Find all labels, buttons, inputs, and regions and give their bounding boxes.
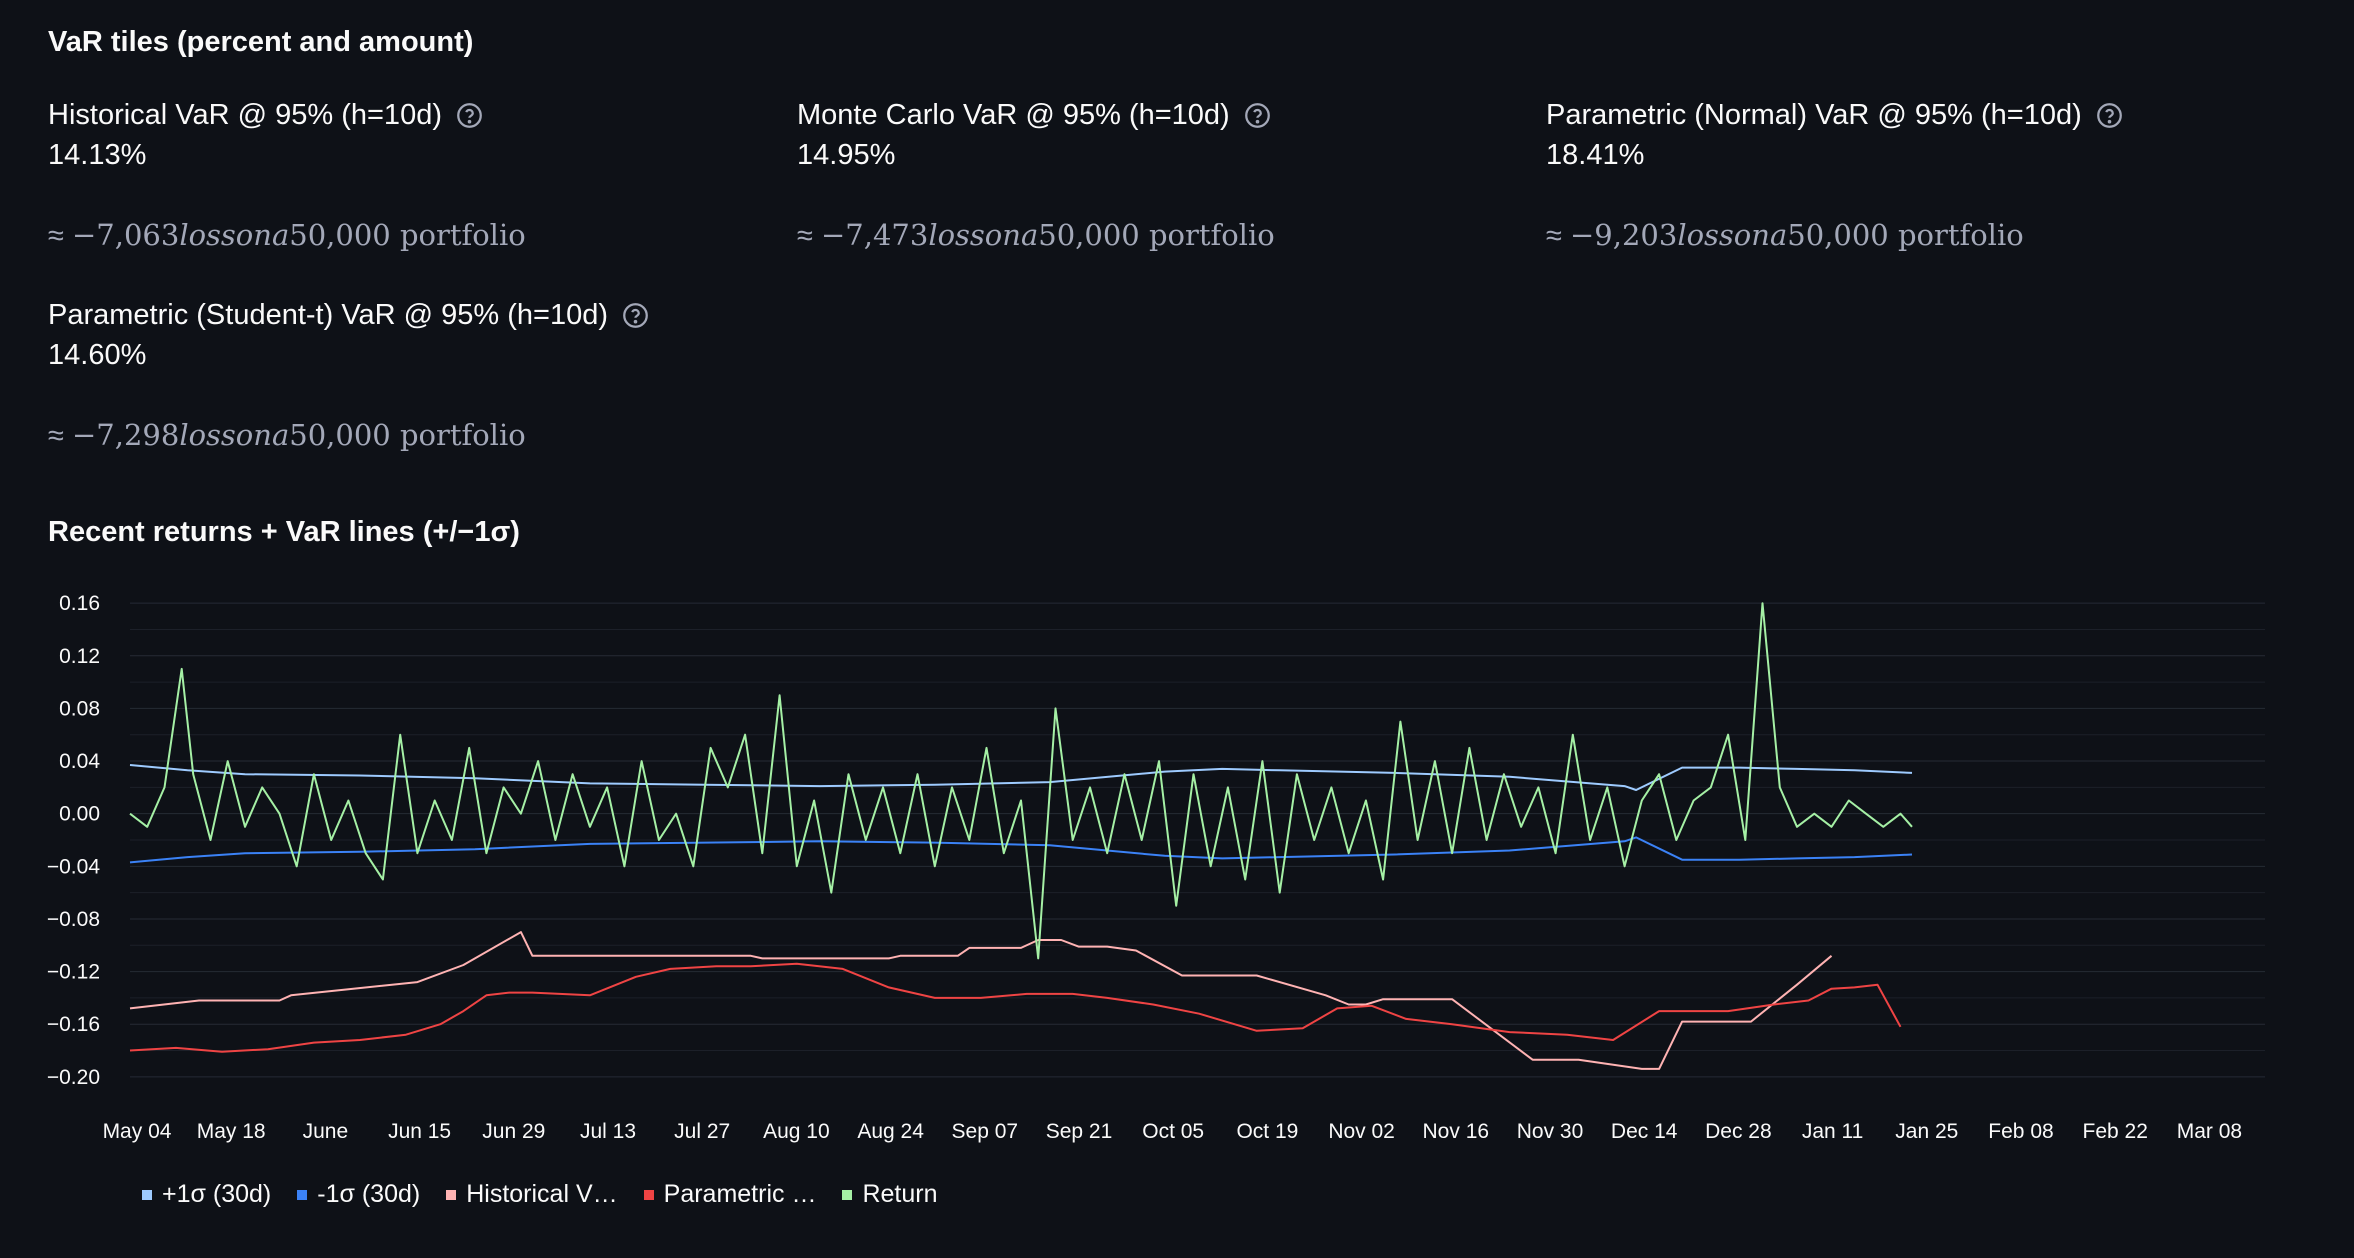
x-tick-label: Mar 08 [2177, 1120, 2242, 1143]
tile-value: 14.60% [48, 339, 147, 371]
var-tile-parametric-normal: Parametric (Normal) VaR @ 95% (h=10d) 18… [1546, 96, 2266, 255]
y-tick-label: −0.20 [47, 1066, 100, 1089]
y-tick-label: −0.12 [47, 961, 100, 984]
x-tick-label: Nov 16 [1423, 1120, 1490, 1143]
legend-item[interactable]: +1σ (30d) [142, 1180, 271, 1209]
y-tick-label: 0.12 [59, 645, 100, 668]
legend-swatch [142, 1189, 152, 1200]
x-tick-label: Feb 22 [2083, 1120, 2148, 1143]
tile-label: Parametric (Student-t) VaR @ 95% (h=10d) [48, 299, 608, 331]
legend-item[interactable]: Historical V… [446, 1180, 618, 1209]
tile-caption: ≈ −7,473lossona50,000 portfolio [797, 218, 1275, 252]
series-line-historical-var [129, 931, 1833, 1070]
x-tick-label: June [303, 1120, 349, 1143]
tile-value: 18.41% [1546, 139, 1645, 171]
x-tick-label: May 04 [103, 1120, 172, 1143]
x-tick-label: Dec 14 [1611, 1120, 1678, 1143]
tile-caption: ≈ −9,203lossona50,000 portfolio [1546, 218, 2024, 252]
y-tick-label: 0.04 [59, 750, 100, 773]
x-tick-label: Jun 29 [482, 1120, 545, 1143]
x-tick-label: Nov 30 [1517, 1120, 1584, 1143]
legend-swatch [842, 1189, 853, 1200]
legend-swatch [297, 1189, 308, 1200]
help-circle-icon[interactable] [2096, 102, 2123, 129]
tile-value: 14.13% [48, 139, 147, 171]
tile-label: Parametric (Normal) VaR @ 95% (h=10d) [1546, 99, 2082, 131]
x-tick-label: Sep 07 [952, 1120, 1019, 1143]
x-tick-label: Aug 10 [763, 1120, 830, 1143]
chart-legend[interactable]: +1σ (30d) -1σ (30d) Historical V… Parametri… [142, 1180, 938, 1209]
x-tick-label: Oct 05 [1142, 1120, 1204, 1143]
y-tick-label: 0.00 [59, 803, 100, 826]
legend-label: Return [862, 1180, 938, 1208]
help-circle-icon[interactable] [1244, 102, 1271, 129]
y-tick-label: −0.16 [47, 1013, 100, 1036]
x-tick-label: Nov 02 [1328, 1120, 1395, 1143]
x-tick-label: Aug 24 [857, 1120, 924, 1143]
series-line-return [129, 602, 1913, 960]
chart-section-title: Recent returns + VaR lines (+/−1σ) [48, 516, 520, 548]
tile-value: 14.95% [797, 139, 896, 171]
returns-var-chart[interactable]: 0.16 0.12 0.08 0.04 0.00 −0.04 −0.08 −0.12 −0.16… [0, 570, 2354, 1170]
legend-swatch [446, 1189, 457, 1200]
series-line--1-30d- [129, 836, 1913, 864]
series-line-parametric-var [129, 962, 1902, 1053]
tiles-section-title: VaR tiles (percent and amount) [48, 26, 474, 58]
legend-label: -1σ (30d) [317, 1180, 421, 1208]
x-tick-label: Dec 28 [1705, 1120, 1772, 1143]
x-tick-label: Jul 27 [674, 1120, 730, 1143]
x-tick-label: Oct 19 [1236, 1120, 1298, 1143]
x-tick-label: Jan 11 [1802, 1120, 1864, 1143]
x-tick-label: May 18 [197, 1120, 266, 1143]
tile-label: Monte Carlo VaR @ 95% (h=10d) [797, 99, 1230, 131]
tile-label: Historical VaR @ 95% (h=10d) [48, 99, 442, 131]
legend-item[interactable]: -1σ (30d) [297, 1180, 420, 1209]
series-line--1-30d- [129, 764, 1913, 791]
legend-label: +1σ (30d) [162, 1180, 272, 1208]
y-tick-label: 0.08 [59, 697, 100, 720]
x-tick-label: Jan 25 [1895, 1120, 1958, 1143]
legend-label: Parametric … [663, 1180, 817, 1208]
legend-item[interactable]: Parametric … [643, 1180, 817, 1209]
tile-caption: ≈ −7,063lossona50,000 portfolio [48, 218, 526, 252]
var-tile-monte-carlo: Monte Carlo VaR @ 95% (h=10d) 14.95% ≈ −… [797, 96, 1517, 255]
y-tick-label: −0.08 [47, 908, 100, 931]
y-tick-label: 0.16 [59, 592, 100, 615]
x-tick-label: Jun 15 [388, 1120, 451, 1143]
legend-item[interactable]: Return [842, 1180, 938, 1209]
legend-swatch [643, 1189, 654, 1200]
var-tile-historical: Historical VaR @ 95% (h=10d) 14.13% ≈ −7… [48, 96, 768, 255]
help-circle-icon[interactable] [456, 102, 483, 129]
legend-label: Historical V… [466, 1180, 618, 1208]
y-tick-label: −0.04 [47, 855, 100, 878]
help-circle-icon[interactable] [622, 302, 649, 329]
x-tick-label: Jul 13 [580, 1120, 636, 1143]
x-tick-label: Sep 21 [1046, 1120, 1113, 1143]
x-tick-label: Feb 08 [1988, 1120, 2053, 1143]
var-tile-parametric-student-t: Parametric (Student-t) VaR @ 95% (h=10d)… [48, 296, 768, 455]
tile-caption: ≈ −7,298lossona50,000 portfolio [48, 418, 526, 452]
